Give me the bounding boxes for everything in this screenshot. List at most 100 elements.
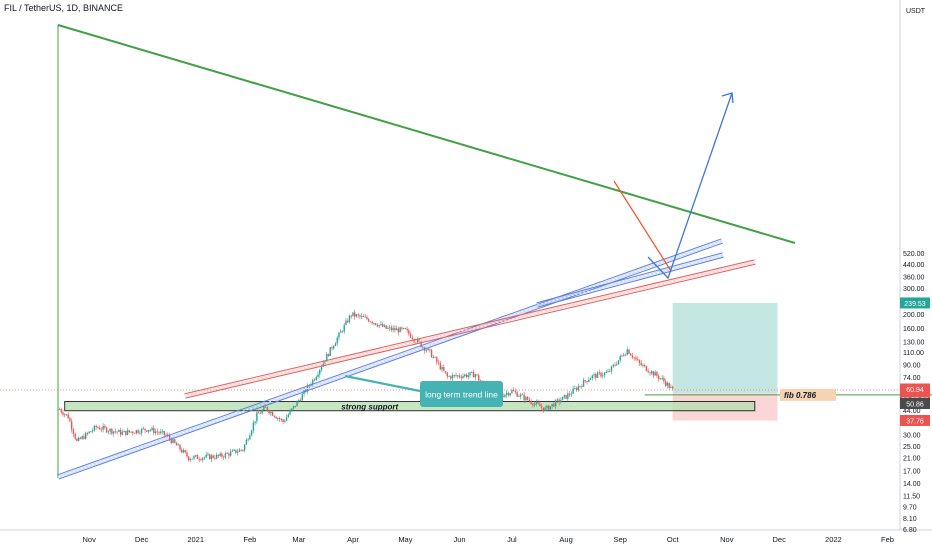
- price-tick-label: 440.00: [903, 262, 925, 269]
- candle-body: [315, 376, 317, 381]
- candle-body: [327, 354, 330, 356]
- candle-body: [359, 315, 361, 317]
- candle-body: [354, 312, 356, 317]
- candle-body: [364, 316, 366, 318]
- candle-body: [408, 330, 410, 334]
- candle-body: [236, 451, 239, 453]
- candle-body: [60, 409, 62, 413]
- candle-body: [256, 412, 258, 422]
- candle-body: [205, 454, 207, 458]
- candle-body: [642, 365, 644, 366]
- descending-trendline[interactable]: [613, 180, 672, 272]
- candle-body: [654, 372, 656, 376]
- candle-body: [621, 355, 623, 357]
- projection-path[interactable]: [647, 92, 733, 280]
- candle-body: [537, 402, 539, 404]
- candle-body: [546, 405, 548, 408]
- candle-body: [165, 434, 167, 436]
- candle-body: [320, 366, 323, 370]
- long-term-trend-channel-edge: [57, 238, 722, 476]
- candle-body: [222, 456, 225, 458]
- stop-price-label-bg: [900, 414, 930, 426]
- short-trend-channel-edge: [536, 252, 723, 304]
- short-trend-channel-edge: [537, 256, 724, 308]
- candle-body: [623, 355, 625, 357]
- stop-price-label: 37.76: [900, 414, 930, 426]
- price-tick-label: 9.70: [903, 504, 917, 511]
- candle-body: [390, 327, 393, 331]
- target-zone[interactable]: [672, 302, 778, 394]
- candle-body: [333, 346, 335, 349]
- candle-body: [341, 331, 344, 333]
- candle-body: [366, 316, 368, 320]
- candle-body: [661, 377, 663, 379]
- callout-box[interactable]: [420, 381, 503, 407]
- candle-body: [523, 394, 525, 401]
- candle-body: [586, 381, 588, 383]
- candle-body: [624, 354, 627, 356]
- candle-body: [392, 327, 394, 331]
- candle-body: [596, 372, 599, 378]
- candle-body: [263, 406, 265, 411]
- candle-body: [285, 417, 288, 421]
- candle-body: [619, 356, 621, 361]
- candle-body: [551, 403, 553, 407]
- time-tick-label: Nov: [720, 535, 734, 544]
- candle-body: [591, 375, 593, 378]
- candle-body: [369, 321, 372, 323]
- price-unit: USDT: [906, 8, 926, 15]
- candle-body: [671, 386, 674, 389]
- candle-body: [436, 357, 438, 363]
- support-zone[interactable]: [64, 401, 756, 412]
- short-trend-channel[interactable]: [536, 252, 724, 308]
- projection-arrowhead: [721, 92, 734, 104]
- candle-body: [458, 375, 461, 377]
- candle-body: [532, 403, 534, 406]
- candle-body: [338, 332, 340, 338]
- candle-body: [441, 367, 443, 370]
- candle-body: [317, 374, 319, 377]
- candle-body: [271, 411, 274, 416]
- candle-body: [109, 428, 111, 432]
- candle-body: [161, 431, 164, 432]
- candle-body: [88, 431, 90, 434]
- support-price-label-text: 50.86: [906, 402, 924, 409]
- candle-body: [657, 375, 660, 379]
- candle-body: [252, 422, 255, 431]
- candle-body: [630, 353, 632, 356]
- candle-body: [334, 343, 337, 347]
- candle-body: [142, 428, 145, 430]
- candle-body: [168, 435, 171, 439]
- support-label: strong support: [341, 402, 398, 411]
- candle-body: [411, 337, 414, 340]
- candle-body: [460, 376, 462, 378]
- price-tick-label: 360.00: [903, 275, 925, 282]
- candle-body: [174, 439, 176, 443]
- candle-body: [373, 323, 375, 324]
- candle-body: [567, 393, 569, 399]
- candle-body: [509, 393, 511, 396]
- candle-body: [93, 425, 96, 431]
- candle-body: [462, 375, 464, 378]
- support-price-label-bg: [900, 398, 930, 410]
- candle-body: [245, 439, 248, 445]
- candle-body: [224, 453, 227, 458]
- price-tick-label: 11.50: [903, 494, 920, 501]
- candle-body: [439, 363, 442, 370]
- candle-body: [457, 375, 459, 377]
- candle-body: [422, 346, 424, 348]
- target-price-label-bg: [900, 297, 930, 309]
- triangle-upper-line[interactable]: [57, 24, 796, 244]
- candle-body: [107, 431, 110, 433]
- candle-body: [132, 431, 134, 433]
- rising-support-channel[interactable]: [184, 259, 756, 399]
- candle-body: [645, 365, 648, 372]
- candle-body: [659, 378, 662, 380]
- time-tick-label: Apr: [347, 535, 359, 544]
- candle-body: [644, 365, 646, 366]
- candle-body: [198, 458, 200, 460]
- candle-body: [200, 459, 202, 461]
- candle-body: [184, 450, 186, 453]
